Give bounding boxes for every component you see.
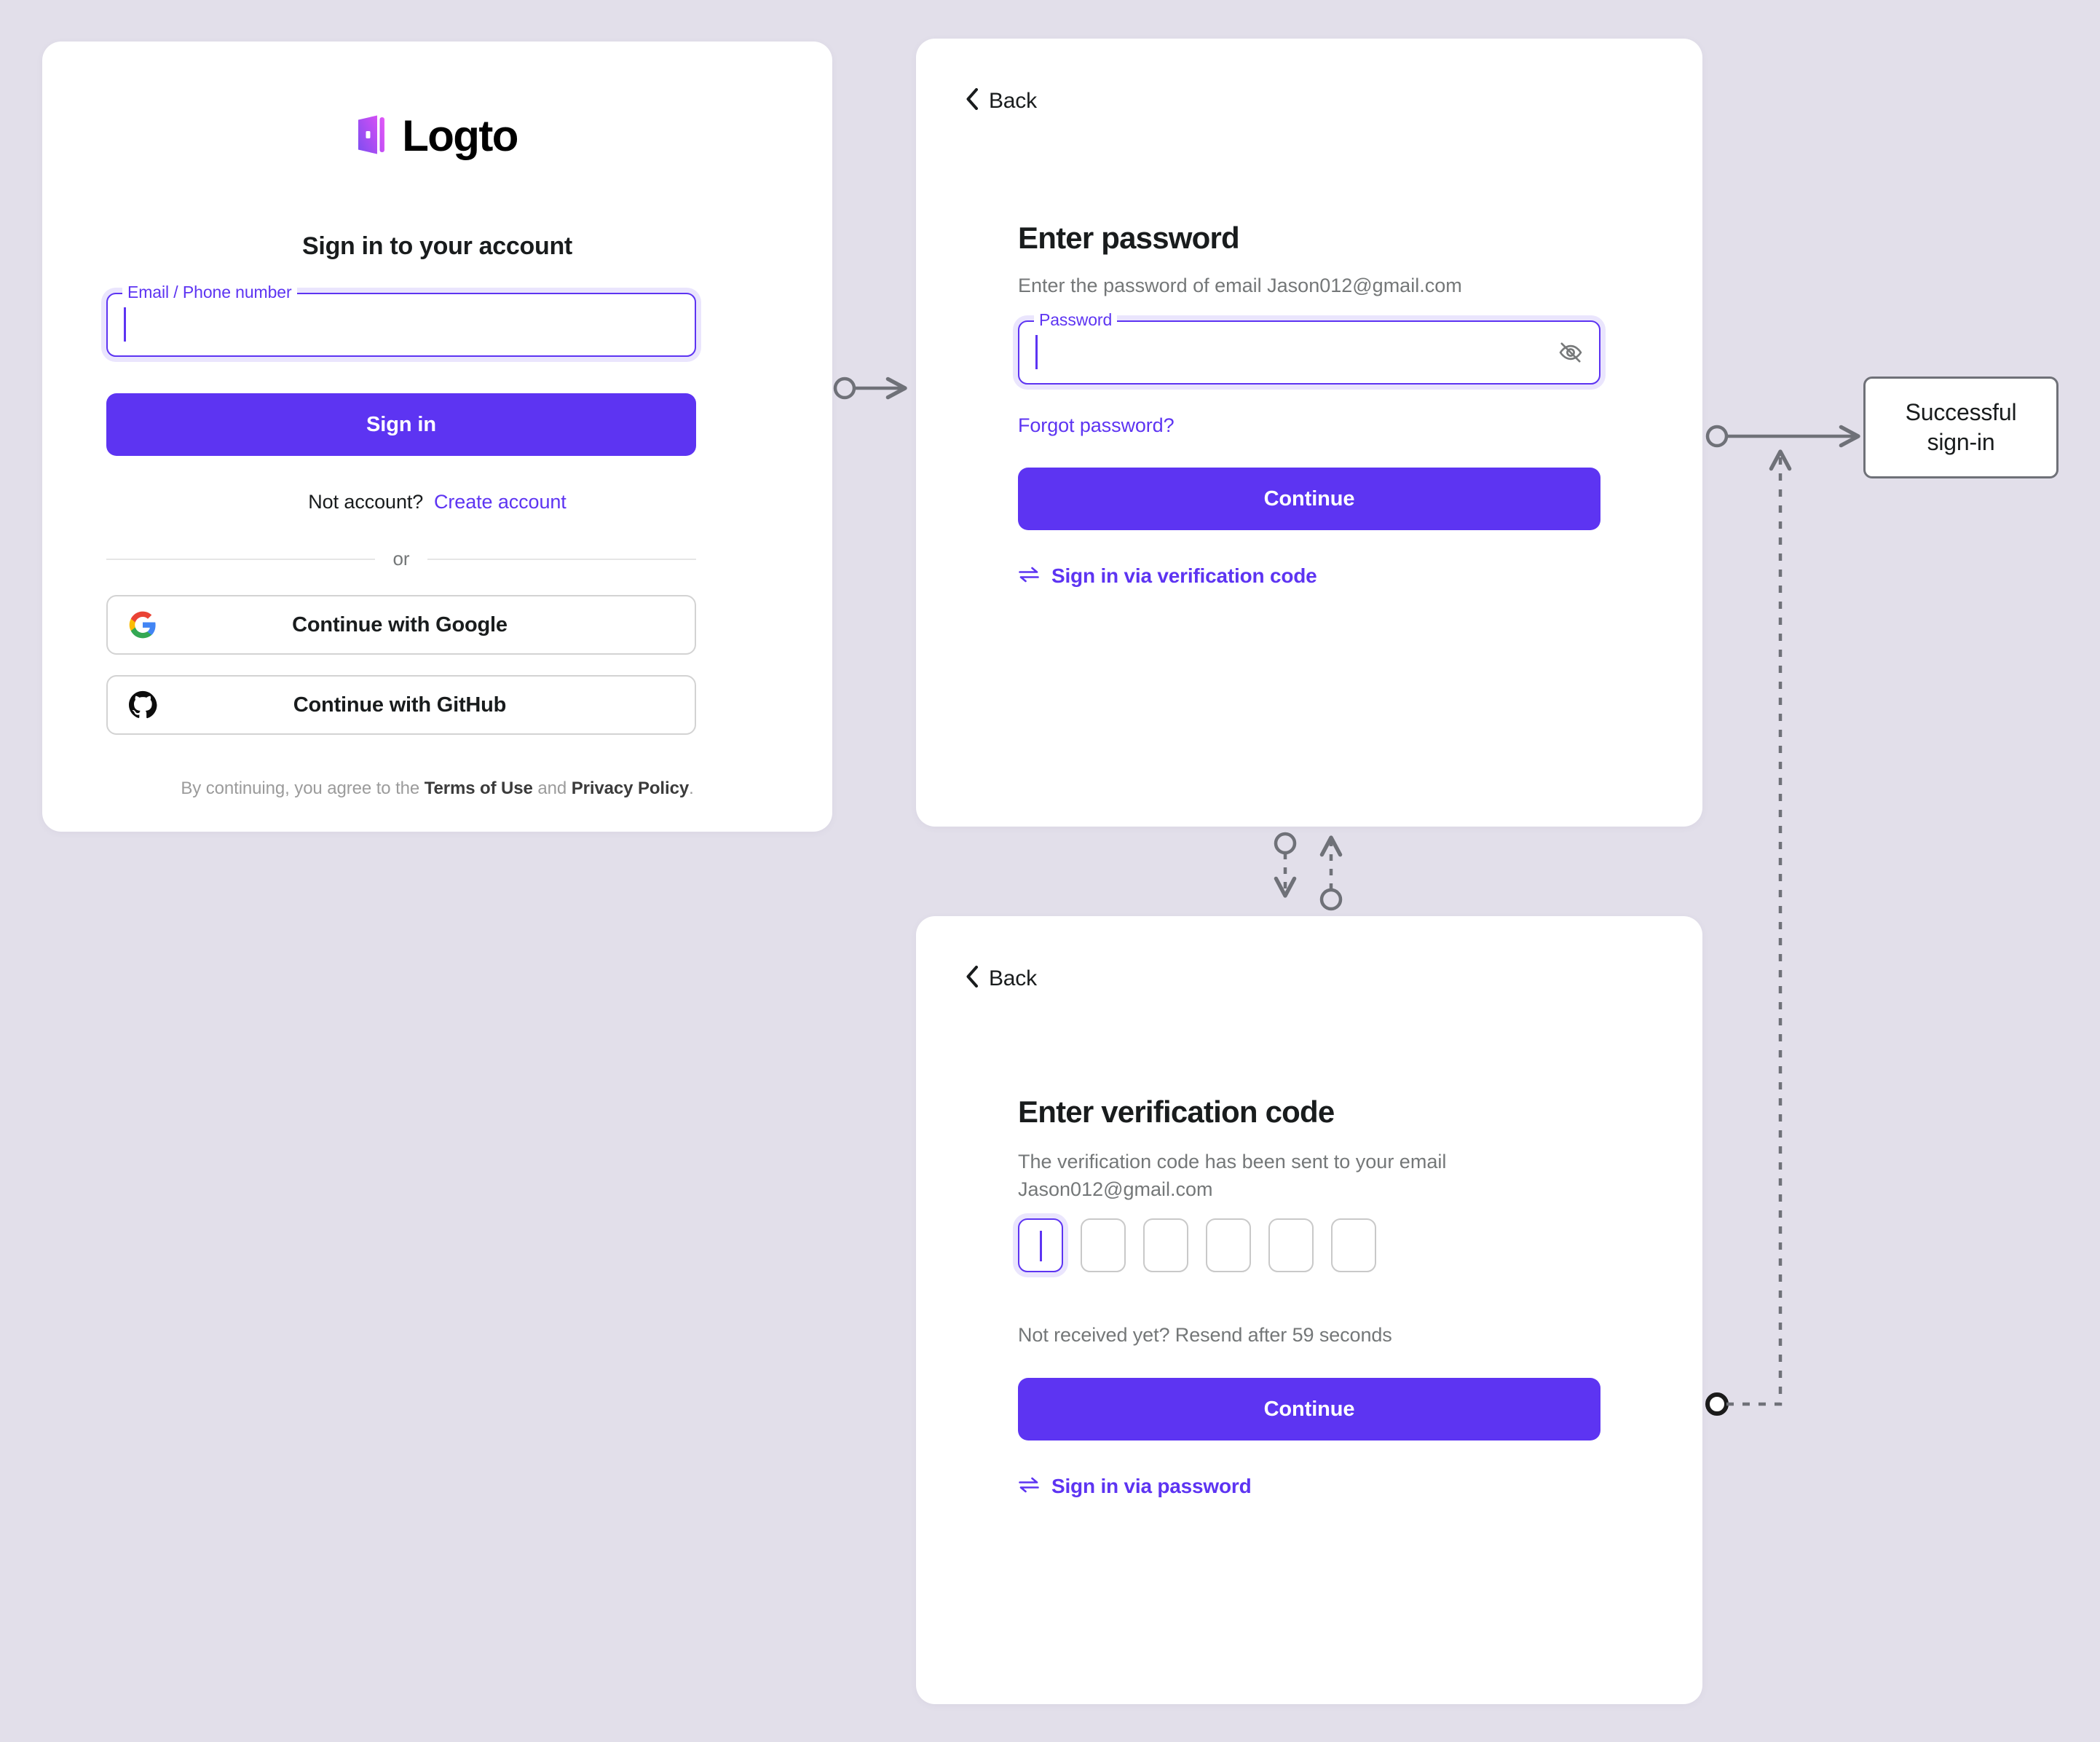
back-button-verification[interactable]: Back	[966, 966, 1037, 991]
create-account-prompt: Not account?	[308, 491, 424, 513]
back-label: Back	[989, 88, 1037, 113]
continue-with-google-label: Continue with Google	[292, 612, 508, 636]
chevron-left-icon	[966, 966, 979, 991]
sign-in-card: Logto Sign in to your account Email / Ph…	[42, 42, 832, 832]
password-input[interactable]	[1018, 320, 1600, 385]
code-cell-5[interactable]	[1268, 1218, 1314, 1272]
google-icon	[128, 610, 157, 639]
verification-code-input-group[interactable]	[1018, 1218, 1376, 1272]
enter-password-card: Back Enter password Enter the password o…	[916, 39, 1702, 827]
verification-heading: Enter verification code	[1018, 1095, 1335, 1129]
switch-to-password-link[interactable]: Sign in via password	[1018, 1475, 1252, 1498]
verification-subheading: The verification code has been sent to y…	[1018, 1151, 1447, 1201]
divider-rule-left	[106, 558, 376, 560]
logo-wordmark: Logto	[402, 111, 518, 160]
swap-arrows-icon	[1018, 566, 1040, 587]
logo: Logto	[42, 114, 832, 158]
connector-password-to-verification	[1274, 832, 1297, 898]
resend-note: Not received yet? Resend after 59 second…	[1018, 1324, 1392, 1346]
swap-arrows-icon	[1018, 1476, 1040, 1497]
continue-with-github-button[interactable]: Continue with GitHub	[106, 675, 696, 735]
legal-suffix: .	[689, 779, 694, 798]
logto-door-logo-icon	[357, 115, 389, 158]
email-phone-input[interactable]	[106, 293, 696, 357]
code-cell-6[interactable]	[1331, 1218, 1376, 1272]
back-label: Back	[989, 966, 1037, 990]
code-cell-2[interactable]	[1081, 1218, 1126, 1272]
eye-off-icon[interactable]	[1557, 339, 1584, 366]
password-heading: Enter password	[1018, 221, 1240, 255]
email-phone-field-label: Email / Phone number	[122, 283, 297, 302]
enter-verification-code-card: Back Enter verification code The verific…	[916, 916, 1702, 1704]
connector-password-to-success	[1705, 425, 1860, 448]
legal-notice: By continuing, you agree to the Terms of…	[42, 779, 832, 799]
continue-with-google-button[interactable]: Continue with Google	[106, 595, 696, 655]
successful-sign-in-node: Successful sign-in	[1863, 377, 2058, 478]
page-title: Sign in to your account	[302, 232, 572, 260]
connector-verification-to-password	[1319, 835, 1343, 911]
divider-label: or	[392, 548, 410, 570]
switch-to-verification-code-link[interactable]: Sign in via verification code	[1018, 564, 1317, 588]
forgot-password-link[interactable]: Forgot password?	[1018, 414, 1175, 436]
sign-in-button[interactable]: Sign in	[106, 393, 696, 456]
privacy-policy-link[interactable]: Privacy Policy	[571, 779, 690, 798]
legal-conjunction: and	[532, 779, 572, 798]
password-field[interactable]: Password	[1018, 310, 1600, 385]
create-account-link[interactable]: Create account	[434, 491, 567, 513]
code-cell-4[interactable]	[1206, 1218, 1251, 1272]
code-cell-3[interactable]	[1143, 1218, 1188, 1272]
switch-to-verification-code-label: Sign in via verification code	[1051, 564, 1317, 587]
terms-of-use-link[interactable]: Terms of Use	[424, 779, 533, 798]
continue-with-github-label: Continue with GitHub	[293, 693, 507, 717]
password-subheading: Enter the password of email Jason012@gma…	[1018, 275, 1462, 296]
switch-to-password-label: Sign in via password	[1051, 1475, 1252, 1497]
or-divider: or	[106, 548, 696, 570]
password-continue-button[interactable]: Continue	[1018, 468, 1600, 530]
legal-prefix: By continuing, you agree to the	[181, 779, 425, 798]
divider-rule-right	[427, 558, 696, 560]
code-cell-1[interactable]	[1018, 1218, 1063, 1272]
connector-signin-to-password	[833, 377, 907, 400]
verification-continue-button[interactable]: Continue	[1018, 1378, 1600, 1440]
create-account-row: Not account? Create account	[42, 491, 832, 513]
chevron-left-icon	[966, 88, 979, 114]
connector-verification-to-success	[1705, 449, 1792, 1416]
email-phone-field[interactable]: Email / Phone number	[106, 283, 696, 357]
github-icon	[128, 690, 157, 720]
back-button-password[interactable]: Back	[966, 88, 1037, 114]
password-field-label: Password	[1034, 310, 1118, 330]
